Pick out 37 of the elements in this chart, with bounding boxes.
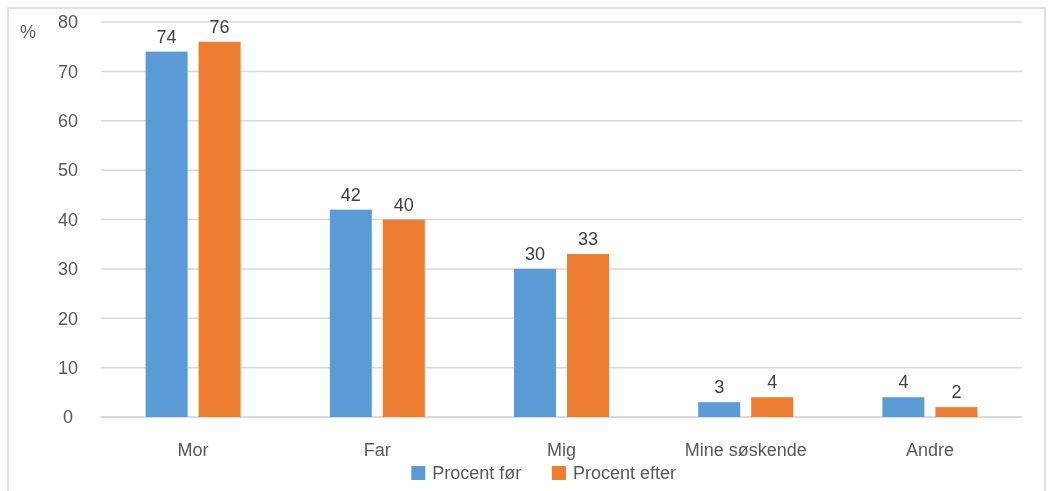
bar [567, 254, 609, 417]
y-tick-label: 70 [57, 61, 79, 82]
y-tick-label: 40 [57, 209, 79, 230]
y-tick-label: 0 [62, 407, 74, 428]
y-tick-label: 10 [57, 357, 79, 378]
bar [882, 397, 925, 417]
data-label: 42 [340, 184, 361, 205]
bar [751, 397, 794, 417]
data-label: 4 [767, 372, 778, 393]
x-tick-label: Andre [905, 440, 954, 461]
data-label: 3 [714, 377, 725, 398]
data-label: 2 [951, 382, 962, 403]
bar [935, 407, 978, 417]
legend-label: Procent efter [572, 463, 676, 484]
y-tick-label: 80 [57, 12, 79, 33]
legend-label: Procent før [432, 463, 522, 484]
data-label: 4 [898, 372, 909, 393]
x-tick-label: Mig [546, 440, 577, 461]
bar [329, 209, 372, 417]
y-axis-title: % [19, 22, 37, 43]
y-tick-label: 60 [57, 111, 79, 132]
bar [698, 402, 741, 417]
data-label: 30 [524, 243, 546, 264]
bar [198, 41, 241, 417]
y-tick-label: 20 [57, 308, 79, 329]
x-tick-label: Mor [177, 440, 209, 461]
data-label: 40 [393, 194, 414, 215]
bar [514, 268, 556, 417]
bar [382, 219, 425, 417]
y-tick-label: 50 [57, 160, 79, 181]
data-label: 33 [577, 229, 599, 250]
x-tick-label: Far [363, 440, 391, 461]
data-label: 76 [209, 16, 230, 37]
y-tick-label: 30 [57, 259, 79, 280]
x-tick-label: Mine søskende [684, 440, 807, 461]
bar [145, 51, 188, 417]
data-label: 74 [156, 26, 177, 47]
